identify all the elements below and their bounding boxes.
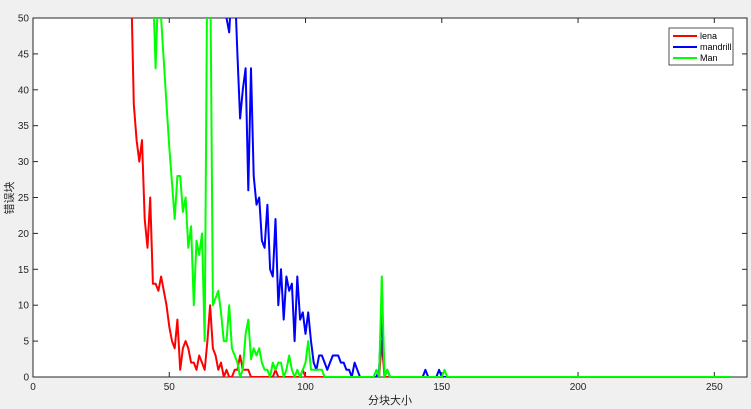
y-tick-label: 40 (18, 85, 30, 96)
y-tick-label: 0 (23, 373, 29, 384)
y-tick-label: 35 (18, 121, 30, 132)
legend-label: mandrill (700, 42, 732, 52)
y-tick-label: 20 (18, 229, 30, 240)
x-tick-label: 200 (570, 382, 587, 393)
y-tick-label: 45 (18, 49, 30, 60)
y-tick-label: 5 (23, 337, 29, 348)
x-tick-label: 150 (433, 382, 450, 393)
legend-label: Man (700, 53, 718, 63)
y-tick-label: 15 (18, 265, 30, 276)
y-tick-label: 10 (18, 301, 30, 312)
x-tick-label: 250 (706, 382, 723, 393)
plot-area (32, 17, 748, 378)
y-tick-label: 30 (18, 157, 30, 168)
y-tick-label: 25 (18, 193, 30, 204)
x-axis-label: 分块大小 (368, 393, 412, 407)
legend-label: lena (700, 31, 717, 41)
series-line-man (153, 18, 731, 377)
series-line-lena (130, 18, 731, 377)
x-tick-label: 50 (164, 382, 176, 393)
y-axis-label: 错误块 (2, 182, 16, 215)
x-tick-label: 0 (30, 382, 36, 393)
y-tick-label: 50 (18, 14, 30, 25)
x-tick-label: 100 (297, 382, 314, 393)
